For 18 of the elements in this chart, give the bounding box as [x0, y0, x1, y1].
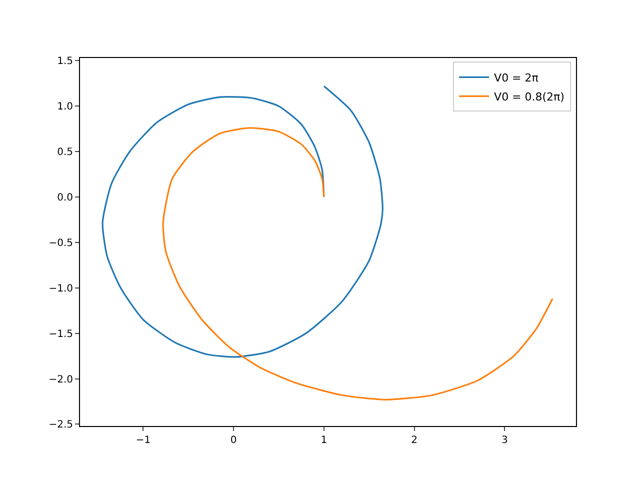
line-series — [102, 85, 384, 358]
legend-label: V0 = 2π — [494, 71, 539, 84]
x-tick-label: 2 — [411, 435, 418, 446]
line-series — [162, 127, 554, 400]
x-tick-label: −1 — [136, 435, 151, 446]
y-tick-label: −2.5 — [48, 420, 73, 431]
y-tick-label: −0.5 — [48, 238, 73, 249]
x-tick-label: 3 — [501, 435, 508, 446]
y-tick-label: −2.0 — [48, 374, 73, 386]
y-tick-label: 0.5 — [57, 147, 73, 158]
x-tick-label: 1 — [320, 435, 328, 446]
x-tick-label: 0 — [230, 435, 237, 446]
y-tick-label: 1.5 — [57, 56, 73, 68]
legend-label: V0 = 0.8(2π) — [494, 90, 564, 104]
y-tick-label: −1.0 — [48, 283, 73, 294]
y-tick-label: −1.5 — [48, 328, 73, 340]
y-tick-label: 0.0 — [57, 192, 73, 204]
y-tick-label: 1.0 — [57, 102, 73, 113]
